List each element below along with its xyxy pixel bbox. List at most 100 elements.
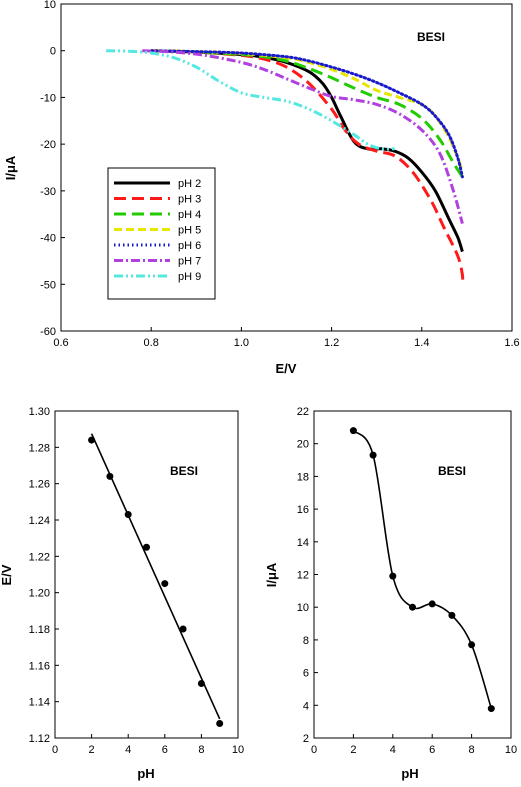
- ep-axis-ticks: 0 2 4 6 8 10 1.30 1.28 1.26 1.24 1.22 1.20 1.18 1.16 1…: [29, 406, 245, 756]
- ep-data-point: [124, 511, 132, 519]
- ip-y-tick-label: 2: [303, 733, 309, 745]
- ep-x-tick-label: 2: [89, 744, 95, 756]
- legend-label-ph-6: pH 6: [178, 240, 201, 252]
- ep-x-tick-label: 10: [232, 744, 244, 756]
- ep-data-point: [161, 580, 169, 588]
- legend-label-ph-7: pH 7: [178, 256, 201, 268]
- ep-marks-group: [88, 433, 224, 727]
- cv-y-tick-label: 10: [44, 0, 56, 11]
- ep-x-axis-label: pH: [137, 766, 154, 781]
- ep-x-tick-label: 4: [125, 744, 131, 756]
- ip-y-tick-label: 12: [297, 570, 309, 582]
- series-line-ph-6: [149, 49, 464, 179]
- ep-fit-line: [90, 433, 221, 720]
- cv-x-tick-label: 1.2: [324, 337, 339, 349]
- series-line-ph-3: [151, 49, 465, 285]
- ep-plot-frame: [54, 410, 239, 739]
- series-line-ph-4: [151, 49, 464, 178]
- ep-y-tick-label: 1.14: [29, 697, 50, 709]
- ep-y-tick-label: 1.28: [29, 442, 50, 454]
- ip-annotation: BESI: [438, 464, 466, 478]
- ep-y-tick-label: 1.12: [29, 733, 50, 745]
- ip-data-point: [428, 600, 436, 608]
- cv-chart: 0.6 0.8 1.0 1.2 1.4 1.6100-10-20-30-40-50-60 …: [3, 0, 520, 376]
- series-line-ph-5: [151, 49, 464, 173]
- cv-y-tick-label: -30: [40, 186, 56, 198]
- ip-x-tick-label: 6: [429, 744, 435, 756]
- ip-y-tick-label: 14: [297, 537, 309, 549]
- ep-data-point: [106, 472, 114, 480]
- ep-y-tick-label: 1.18: [29, 624, 50, 636]
- series-line-ph-9: [106, 49, 395, 151]
- cv-series-group: [106, 49, 465, 285]
- series-line-ph-7: [142, 49, 464, 224]
- cv-x-tick-label: 1.4: [414, 337, 429, 349]
- ep-data-point: [179, 625, 187, 633]
- ep-y-tick-label: 1.16: [29, 660, 50, 672]
- ep-chart: 0 2 4 6 8 10 1.30 1.28 1.26 1.24 1.22 1.20 1.18 1.16 1…: [0, 406, 244, 781]
- cv-x-tick-label: 0.8: [144, 337, 159, 349]
- ip-y-tick-label: 10: [297, 602, 309, 614]
- ep-data-point: [88, 436, 96, 444]
- cv-y-tick-label: -40: [40, 233, 56, 245]
- ip-marks-group: [349, 427, 495, 713]
- ip-y-axis-label: I/μA: [264, 562, 279, 587]
- cv-y-tick-label: -20: [40, 139, 56, 151]
- legend-label-ph-4: pH 4: [178, 209, 201, 221]
- cv-annotation: BESI: [417, 30, 445, 44]
- ip-data-point: [349, 427, 357, 435]
- ep-x-tick-label: 0: [52, 744, 58, 756]
- ep-data-point: [197, 680, 205, 687]
- ep-y-tick-label: 1.22: [29, 551, 50, 563]
- ip-data-point: [468, 641, 476, 649]
- ep-data-point: [143, 543, 150, 551]
- cv-x-tick-label: 1.0: [234, 337, 249, 349]
- ip-y-tick-label: 16: [297, 504, 309, 516]
- ip-x-tick-label: 8: [469, 744, 475, 756]
- legend-label-ph-9: pH 9: [178, 271, 201, 283]
- ip-data-point: [369, 451, 377, 459]
- ep-y-tick-label: 1.30: [29, 406, 50, 418]
- cv-y-axis-label: I/μA: [3, 155, 18, 180]
- ip-x-tick-label: 10: [505, 744, 517, 756]
- ep-y-tick-label: 1.26: [29, 479, 50, 491]
- ip-x-tick-label: 4: [390, 744, 396, 756]
- ip-data-point: [487, 705, 495, 713]
- cv-legend: pH 2 pH 3 pH 4 pH 5 pH 6 pH 7 pH 9: [107, 167, 216, 300]
- cv-x-tick-label: 1.6: [504, 337, 519, 349]
- cv-y-tick-label: -10: [40, 92, 56, 104]
- ip-y-tick-label: 18: [297, 471, 309, 483]
- ep-data-point: [216, 719, 224, 727]
- ip-y-tick-label: 20: [297, 439, 309, 451]
- legend-label-ph-3: pH 3: [178, 194, 201, 206]
- ep-x-tick-label: 6: [162, 744, 168, 756]
- ip-x-axis-label: pH: [401, 766, 418, 781]
- cv-axis-ticks: 0.6 0.8 1.0 1.2 1.4 1.6 10 0 -10 -20 -30 -40 -50 -60: [40, 0, 520, 349]
- ip-y-tick-label: 4: [303, 700, 309, 712]
- ep-x-tick-label: 8: [198, 744, 204, 756]
- ip-data-point: [448, 611, 456, 619]
- legend-label-ph-2: pH 2: [178, 178, 201, 190]
- cv-plot-frame: [60, 3, 513, 332]
- cv-y-tick-label: -60: [40, 326, 56, 338]
- ip-x-tick-label: 0: [311, 744, 317, 756]
- ip-data-point: [409, 603, 416, 611]
- ep-y-tick-label: 1.24: [29, 515, 50, 527]
- ip-y-tick-label: 22: [297, 406, 309, 418]
- ep-y-axis-label: E/V: [0, 564, 14, 585]
- ip-x-tick-label: 2: [350, 744, 356, 756]
- ip-data-point: [389, 572, 397, 580]
- cv-x-axis-label: E/V: [276, 361, 297, 376]
- ep-y-tick-label: 1.20: [29, 588, 50, 600]
- ep-annotation: BESI: [170, 464, 198, 478]
- cv-y-tick-label: -50: [40, 279, 56, 291]
- cv-x-tick-label: 0.6: [53, 337, 68, 349]
- cv-y-tick-label: 0: [50, 46, 56, 58]
- ip-smooth-curve: [352, 429, 493, 709]
- ip-plot-frame: [313, 410, 512, 739]
- ip-y-tick-label: 6: [303, 668, 309, 680]
- legend-label-ph-5: pH 5: [178, 225, 201, 237]
